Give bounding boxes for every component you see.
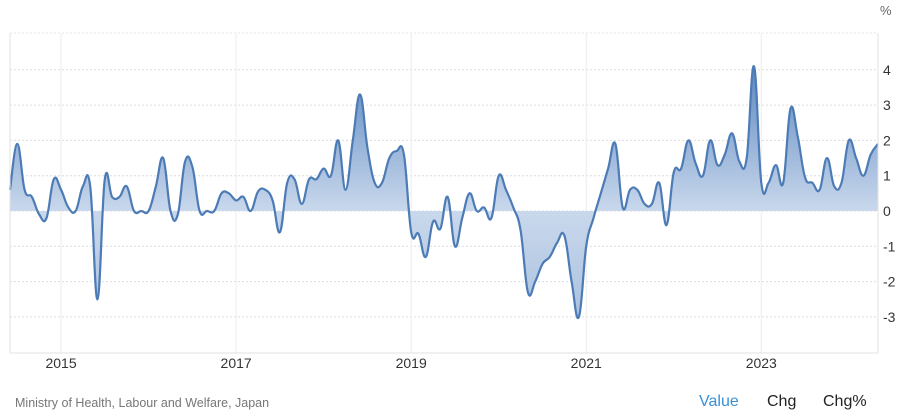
y-tick-label: 4 (883, 62, 891, 78)
y-tick-label: -1 (883, 238, 896, 254)
tab-chg-percent[interactable]: Chg% (823, 393, 867, 410)
x-tick-label: 2021 (571, 355, 602, 371)
source-label: Ministry of Health, Labour and Welfare, … (15, 396, 270, 410)
y-tick-label: 3 (883, 97, 891, 113)
y-tick-label: 0 (883, 203, 891, 219)
x-tick-label: 2015 (45, 355, 76, 371)
x-tick-label: 2023 (746, 355, 777, 371)
y-tick-label: -3 (883, 309, 896, 325)
view-tabs: Value Chg Chg% (0, 393, 900, 415)
x-tick-label: 2017 (221, 355, 252, 371)
series-line (8, 65, 879, 320)
chart: -3 -2 -1 0 1 2 3 4 2015 2017 2019 2021 2023 (8, 32, 896, 371)
axes: -3 -2 -1 0 1 2 3 4 2015 2017 2019 2021 2023 (9, 33, 896, 371)
unit-label: % (880, 3, 892, 18)
y-tick-label: 1 (883, 168, 891, 184)
y-tick-label: 2 (883, 132, 891, 148)
tab-chg[interactable]: Chg (767, 393, 797, 410)
area-fill (10, 66, 878, 319)
tab-value[interactable]: Value (699, 393, 739, 410)
x-tick-label: 2019 (396, 355, 427, 371)
y-tick-label: -2 (883, 274, 896, 290)
